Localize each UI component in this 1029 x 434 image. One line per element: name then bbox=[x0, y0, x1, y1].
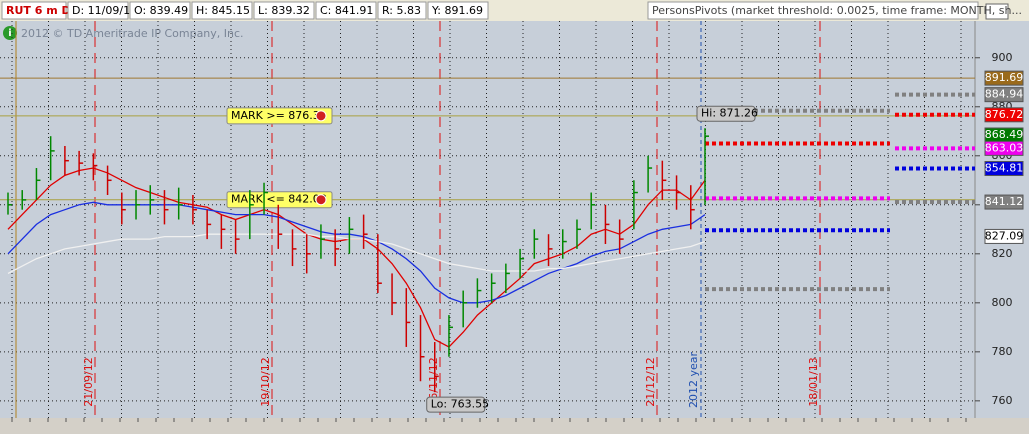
header-field: D: 11/09/12 bbox=[72, 4, 137, 17]
moving-average bbox=[7, 201, 706, 304]
price-label-box bbox=[984, 87, 1024, 103]
price-label: 891.69 bbox=[985, 71, 1024, 84]
price-label: 827.09 bbox=[985, 229, 1024, 242]
price-label: 868.49 bbox=[985, 128, 1024, 141]
price-label: 841.12 bbox=[985, 195, 1024, 208]
plot-area bbox=[0, 21, 975, 418]
price-label-box bbox=[984, 194, 1024, 210]
header-field: L: 839.32 bbox=[258, 4, 310, 17]
mark-box bbox=[226, 107, 333, 125]
header-cell bbox=[191, 1, 253, 20]
header-field: R: 5.83 bbox=[382, 4, 421, 17]
year-label: 2012 year bbox=[687, 352, 700, 409]
header-field: O: 839.49 bbox=[134, 4, 188, 17]
event-label: 18/01/13 bbox=[807, 357, 820, 406]
header-field: C: 841.91 bbox=[320, 4, 373, 17]
y-tick-label: 760 bbox=[992, 394, 1013, 407]
price-label-box bbox=[984, 228, 1024, 244]
price-label: 854.81 bbox=[985, 162, 1024, 175]
event-label: 16/11/12 bbox=[427, 357, 440, 406]
header-cell bbox=[427, 1, 489, 20]
lo-box bbox=[426, 396, 486, 413]
study-name: PersonsPivots (market threshold: 0.0025,… bbox=[652, 4, 1022, 17]
y-tick-label: 900 bbox=[992, 51, 1013, 64]
price-label-box bbox=[984, 161, 1024, 177]
event-label: 19/10/12 bbox=[259, 357, 272, 406]
y-tick-label: 780 bbox=[992, 345, 1013, 358]
price-label: 863.03 bbox=[985, 141, 1024, 154]
price-label-box bbox=[984, 70, 1024, 86]
header-field: H: 845.15 bbox=[196, 4, 250, 17]
hi-label: Hi: 871.26 bbox=[701, 107, 758, 120]
header-cell bbox=[253, 1, 315, 20]
header-cell bbox=[315, 1, 377, 20]
time-axis bbox=[0, 418, 1029, 430]
header-cell bbox=[377, 1, 427, 20]
event-label: 21/09/12 bbox=[82, 357, 95, 406]
mark-box bbox=[226, 191, 333, 209]
info-glyph: i bbox=[8, 28, 11, 39]
mark-label: MARK <= 842.08 bbox=[231, 193, 327, 206]
price-label: 876.72 bbox=[985, 108, 1024, 121]
header-field: Y: 891.69 bbox=[431, 4, 483, 17]
copyright: 2012 © TD Ameritrade IP Company, Inc. bbox=[21, 27, 244, 40]
price-label-box bbox=[984, 140, 1024, 156]
info-icon[interactable] bbox=[3, 26, 17, 40]
y-tick-label: 820 bbox=[992, 247, 1013, 260]
header-cell bbox=[647, 1, 979, 20]
hi-box bbox=[696, 105, 756, 122]
lo-label: Lo: 763.55 bbox=[431, 398, 489, 411]
header-cell bbox=[1, 1, 67, 20]
mark-close bbox=[315, 194, 327, 206]
header-cell bbox=[129, 1, 191, 20]
price-label: 884.94 bbox=[985, 88, 1024, 101]
mark-close bbox=[315, 110, 327, 122]
mark-label: MARK >= 876.31 bbox=[231, 109, 327, 122]
event-label: 21/12/12 bbox=[644, 357, 657, 406]
moving-average bbox=[7, 233, 706, 274]
header-cell bbox=[67, 1, 129, 20]
price-label-box bbox=[984, 107, 1024, 123]
y-tick-label: 800 bbox=[992, 296, 1013, 309]
header-field: RUT 6 m D bbox=[6, 4, 71, 17]
chart-button[interactable] bbox=[985, 3, 1009, 20]
